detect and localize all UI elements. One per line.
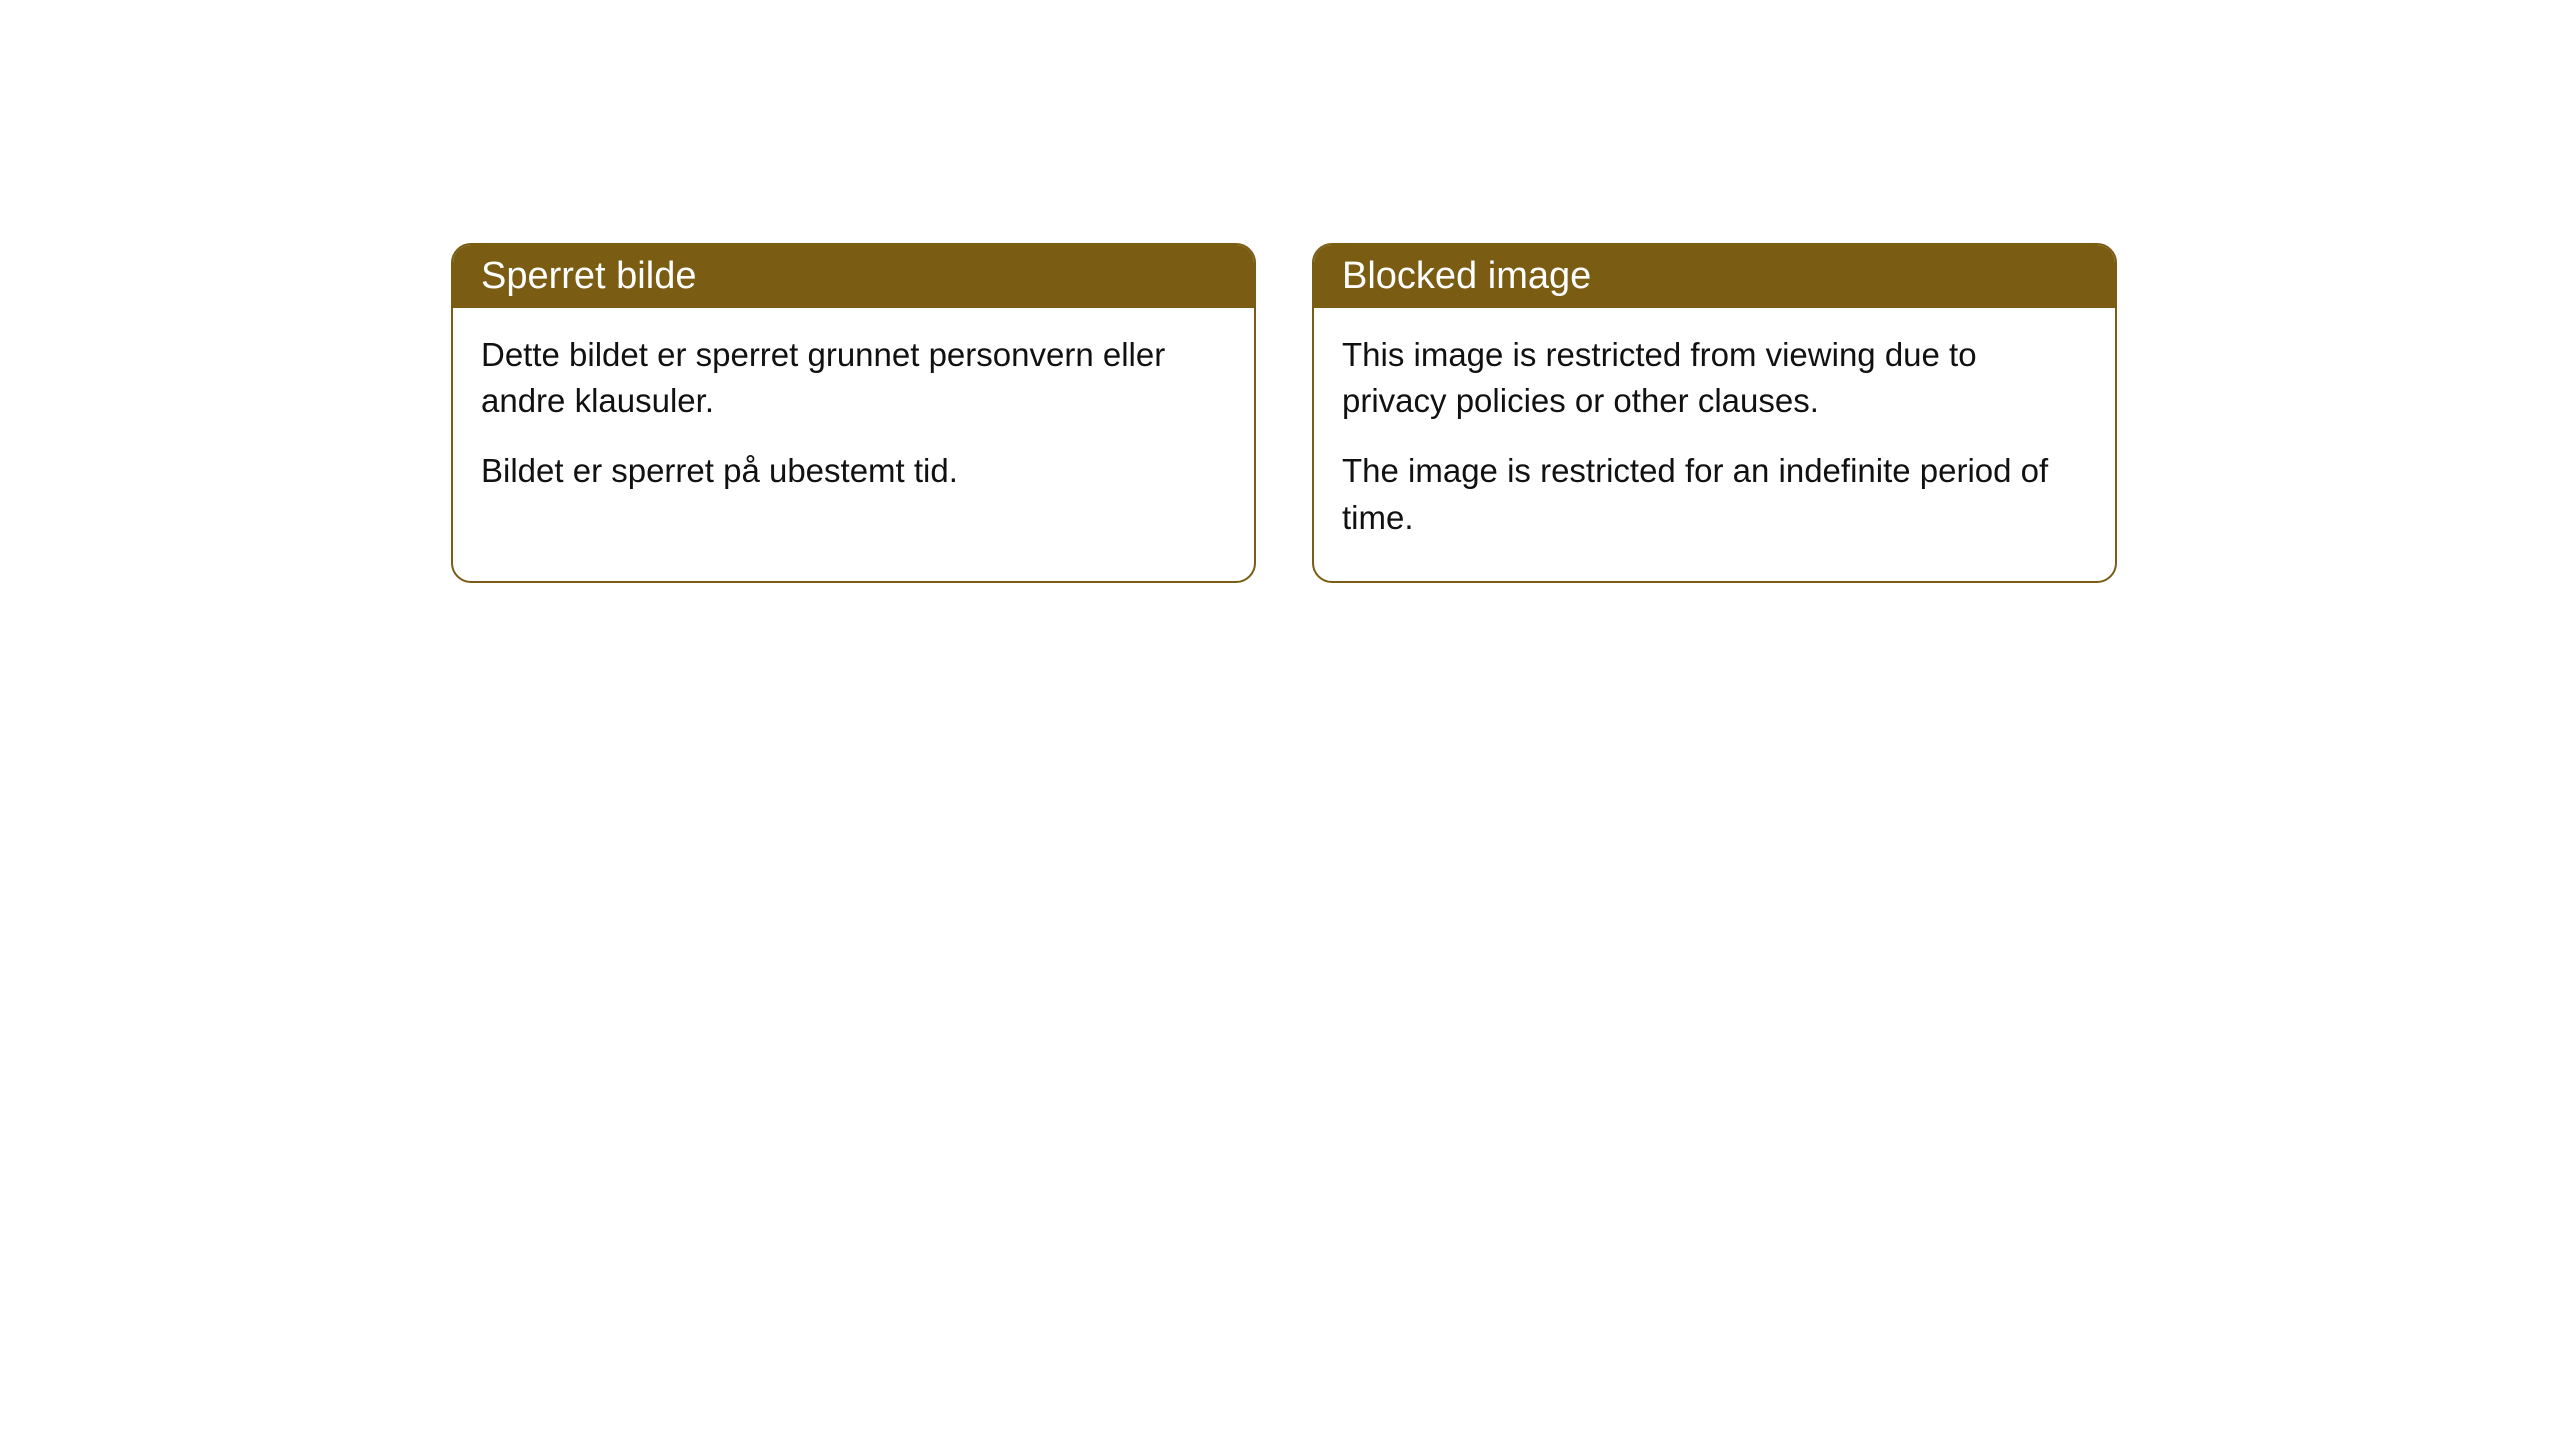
card-norwegian: Sperret bilde Dette bildet er sperret gr…	[451, 243, 1256, 583]
card-paragraph: This image is restricted from viewing du…	[1342, 332, 2087, 424]
card-header: Sperret bilde	[453, 245, 1254, 308]
card-body: This image is restricted from viewing du…	[1314, 308, 2115, 581]
card-english: Blocked image This image is restricted f…	[1312, 243, 2117, 583]
cards-container: Sperret bilde Dette bildet er sperret gr…	[451, 243, 2117, 583]
card-paragraph: The image is restricted for an indefinit…	[1342, 448, 2087, 540]
card-paragraph: Bildet er sperret på ubestemt tid.	[481, 448, 1226, 494]
card-body: Dette bildet er sperret grunnet personve…	[453, 308, 1254, 535]
card-title: Blocked image	[1342, 255, 1591, 297]
card-header: Blocked image	[1314, 245, 2115, 308]
card-paragraph: Dette bildet er sperret grunnet personve…	[481, 332, 1226, 424]
card-title: Sperret bilde	[481, 255, 696, 297]
